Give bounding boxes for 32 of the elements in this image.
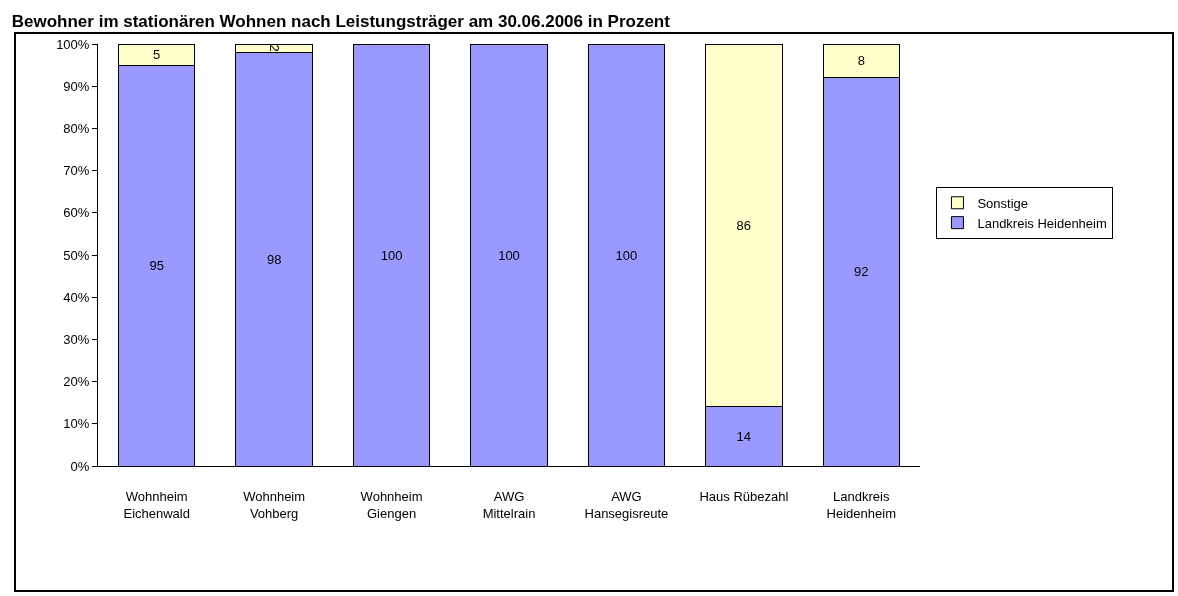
y-tick-label: 100% [56, 36, 90, 52]
legend-label: Sonstige [977, 195, 1029, 211]
data-label: 92 [854, 264, 869, 280]
y-tick-label: 80% [63, 120, 90, 136]
data-label: 98 [266, 251, 282, 267]
chart-title: Bewohner im stationären Wohnen nach Leistungsträger am 30.06.2006 in Prozent [11, 11, 671, 31]
data-label: 14 [736, 428, 752, 444]
data-label: 95 [149, 258, 164, 274]
y-tick-label: 0% [70, 458, 90, 474]
y-tick-label: 90% [63, 78, 90, 94]
y-tick-label: 70% [63, 163, 90, 179]
x-tick-label: Wohnheim Eichenwald [123, 488, 190, 521]
data-label: 86 [736, 217, 752, 233]
y-tick-label: 40% [63, 289, 90, 305]
data-label: 2 [266, 44, 282, 52]
y-tick-label: 30% [63, 331, 90, 347]
data-label: 5 [153, 47, 161, 63]
legend-label: Landkreis Heidenheim [977, 215, 1107, 231]
x-tick-label: AWG Mittelrain [482, 488, 536, 521]
y-tick-label: 60% [63, 205, 90, 221]
x-tick-label: AWG Hansegisreute [584, 488, 669, 521]
x-tick-label: Wohnheim Giengen [360, 488, 423, 521]
x-tick-label: Landkreis Heidenheim [826, 488, 896, 521]
y-tick-label: 50% [63, 247, 90, 263]
y-tick-label: 10% [63, 416, 90, 432]
y-tick-label: 20% [63, 374, 90, 390]
data-label: 8 [857, 53, 865, 69]
x-tick-label: Haus Rübezahl [699, 488, 789, 504]
x-tick-label: Wohnheim Vohberg [243, 488, 306, 521]
data-label: 100 [380, 247, 403, 263]
data-label: 100 [615, 247, 638, 263]
data-label: 100 [498, 247, 520, 263]
